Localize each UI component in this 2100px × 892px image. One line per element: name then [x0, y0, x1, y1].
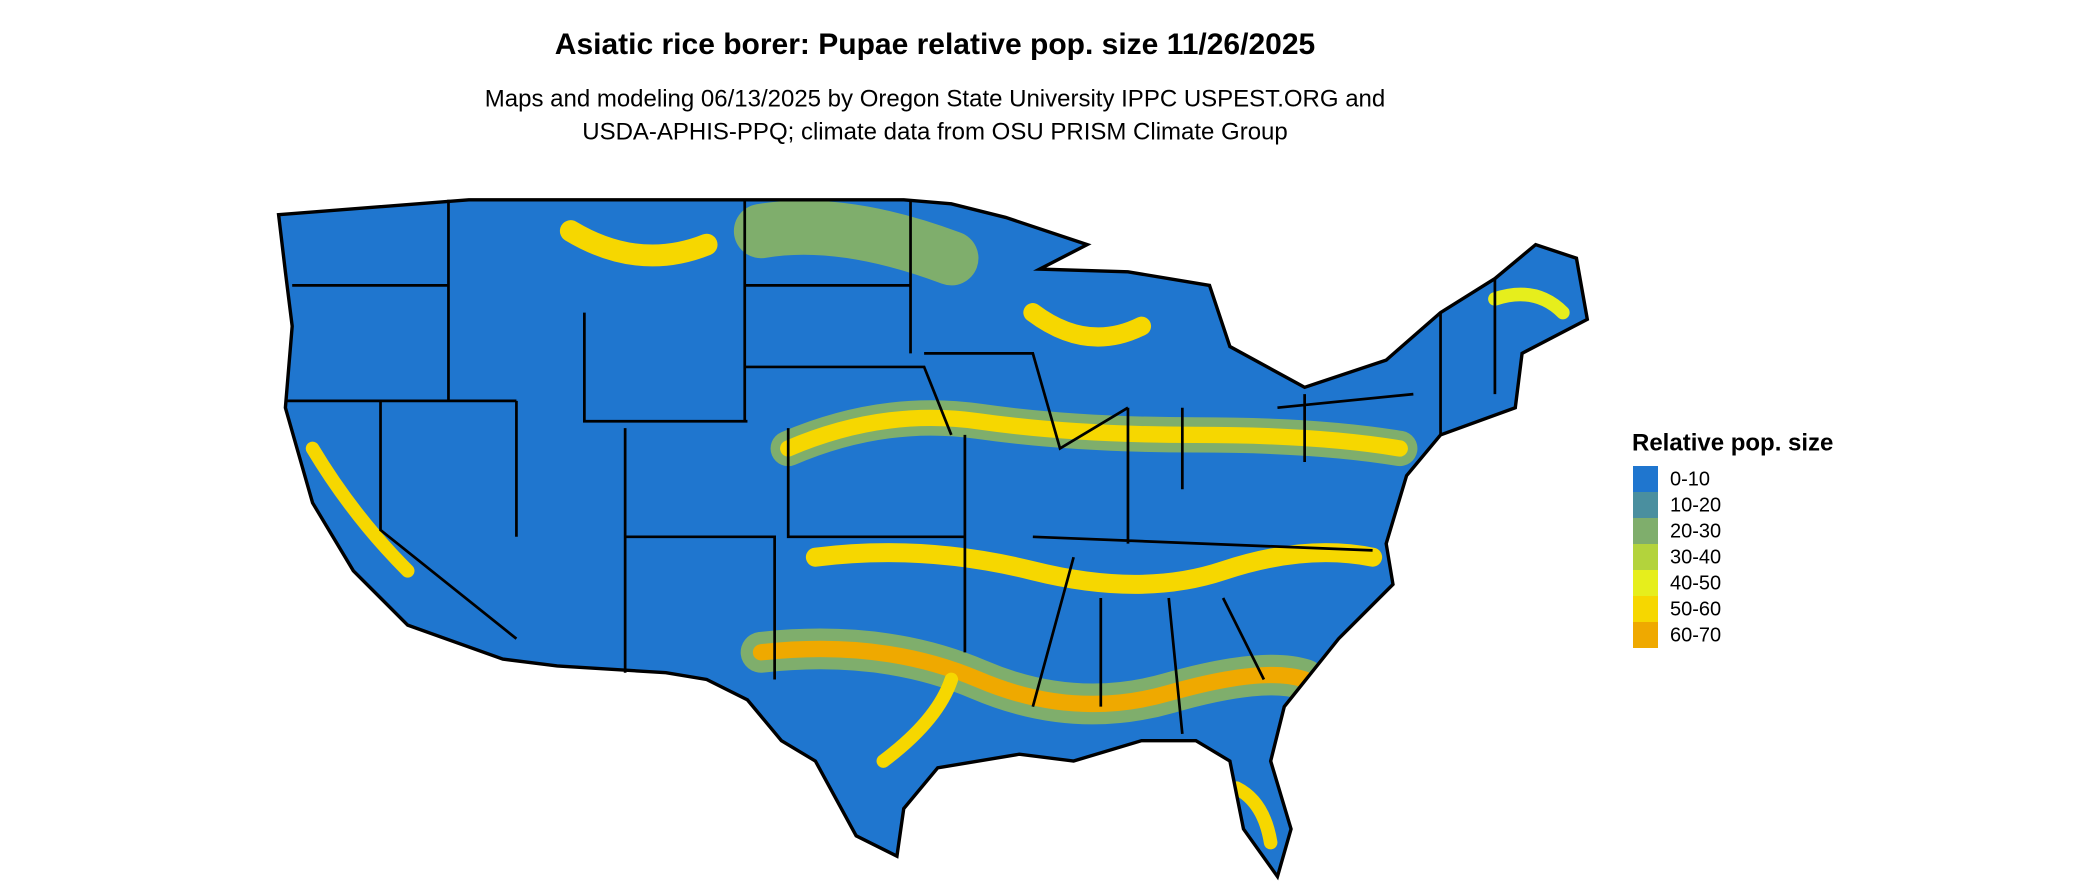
legend-swatch [1633, 492, 1658, 518]
country-outline [276, 198, 1590, 881]
legend-swatch [1633, 544, 1658, 570]
state-borders [285, 199, 1497, 734]
legend-label: 50-60 [1670, 598, 1721, 620]
map-fill [278, 199, 1588, 877]
title: Asiatic rice borer: Pupae relative pop. … [555, 28, 1315, 61]
legend-swatch [1633, 570, 1658, 596]
legend-swatch [1633, 622, 1658, 648]
map-bands [305, 200, 1570, 850]
subtitle-line: USDA-APHIS-PPQ; climate data from OSU PR… [582, 118, 1288, 145]
legend-swatch [1633, 596, 1658, 622]
legend-label: 0-10 [1670, 468, 1710, 490]
legend-label: 60-70 [1670, 624, 1721, 646]
legend: 0-10 10-20 20-30 30-40 40-50 50-60 60-70 [1633, 466, 1721, 648]
legend-label: 30-40 [1670, 546, 1721, 568]
legend-swatch [1633, 466, 1658, 492]
legend-title: Relative pop. size [1632, 429, 1833, 456]
legend-label: 40-50 [1670, 572, 1721, 594]
map [276, 198, 1590, 881]
subtitle-line: Maps and modeling 06/13/2025 by Oregon S… [485, 85, 1385, 112]
legend-swatch [1633, 518, 1658, 544]
legend-label: 10-20 [1670, 494, 1721, 516]
legend-label: 20-30 [1670, 520, 1721, 542]
